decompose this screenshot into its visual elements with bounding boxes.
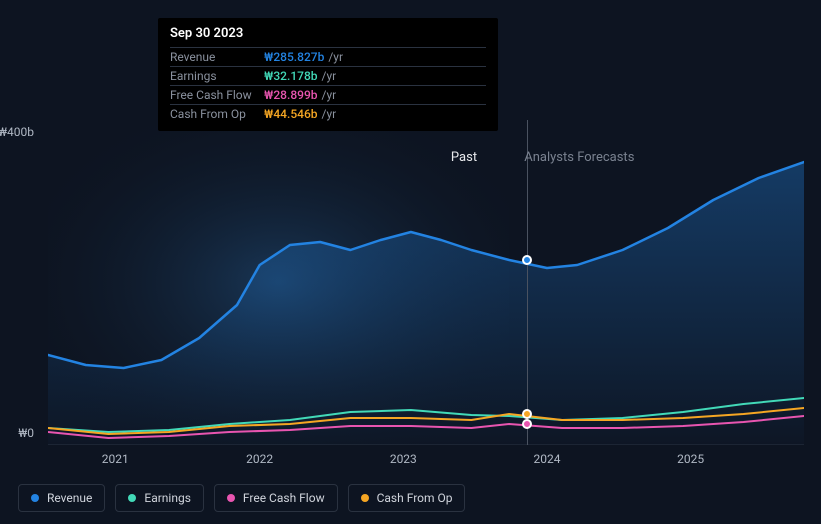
forecast-section-label: Analysts Forecasts	[524, 150, 634, 165]
tooltip-row: Earnings₩32.178b/yr	[170, 66, 486, 85]
legend-dot-icon	[31, 494, 39, 502]
tooltip-metric-value: ₩44.546b	[264, 107, 318, 121]
tooltip-metric-value: ₩28.899b	[264, 88, 318, 102]
past-section-label: Past	[451, 150, 477, 165]
tooltip-metric-unit: /yr	[322, 69, 337, 83]
x-axis-label: 2022	[246, 452, 273, 466]
tooltip-metric-label: Earnings	[170, 69, 264, 83]
x-axis-label: 2023	[390, 452, 417, 466]
chart-legend: Revenue Earnings Free Cash Flow Cash From O…	[18, 484, 465, 512]
tooltip-metric-label: Revenue	[170, 50, 264, 64]
plot-area[interactable]	[48, 120, 804, 445]
legend-item-revenue[interactable]: Revenue	[18, 484, 105, 512]
x-axis-label: 2021	[102, 452, 129, 466]
y-axis-min-label: ₩0	[18, 426, 34, 440]
tooltip-row: Free Cash Flow₩28.899b/yr	[170, 85, 486, 104]
hover-marker-fcf	[522, 419, 532, 429]
financial-chart: ₩400b ₩0 Past Analysts Forecasts 2021202…	[18, 0, 804, 524]
hover-marker-cfo	[522, 409, 532, 419]
legend-label: Free Cash Flow	[243, 491, 325, 505]
legend-label: Revenue	[47, 491, 92, 505]
legend-item-free-cash-flow[interactable]: Free Cash Flow	[214, 484, 338, 512]
tooltip-metric-unit: /yr	[322, 107, 337, 121]
tooltip-row: Cash From Op₩44.546b/yr	[170, 104, 486, 123]
x-axis-label: 2025	[677, 452, 704, 466]
tooltip-row: Revenue₩285.827b/yr	[170, 47, 486, 66]
legend-item-earnings[interactable]: Earnings	[115, 484, 204, 512]
hover-marker-revenue	[522, 255, 532, 265]
chart-tooltip: Sep 30 2023 Revenue₩285.827b/yrEarnings₩…	[158, 18, 498, 131]
y-axis-max-label: ₩400b	[0, 125, 34, 139]
legend-item-cash-from-op[interactable]: Cash From Op	[348, 484, 466, 512]
tooltip-metric-value: ₩285.827b	[264, 50, 324, 64]
chart-svg	[48, 120, 804, 445]
legend-dot-icon	[227, 494, 235, 502]
tooltip-metric-label: Free Cash Flow	[170, 88, 264, 102]
legend-dot-icon	[128, 494, 136, 502]
tooltip-metric-unit: /yr	[322, 88, 337, 102]
legend-label: Cash From Op	[377, 491, 453, 505]
tooltip-metric-unit: /yr	[328, 50, 343, 64]
x-axis-label: 2024	[533, 452, 560, 466]
tooltip-metric-value: ₩32.178b	[264, 69, 318, 83]
hover-guideline	[527, 120, 528, 445]
tooltip-date: Sep 30 2023	[170, 26, 486, 41]
legend-dot-icon	[361, 494, 369, 502]
legend-label: Earnings	[144, 491, 191, 505]
tooltip-metric-label: Cash From Op	[170, 107, 264, 121]
